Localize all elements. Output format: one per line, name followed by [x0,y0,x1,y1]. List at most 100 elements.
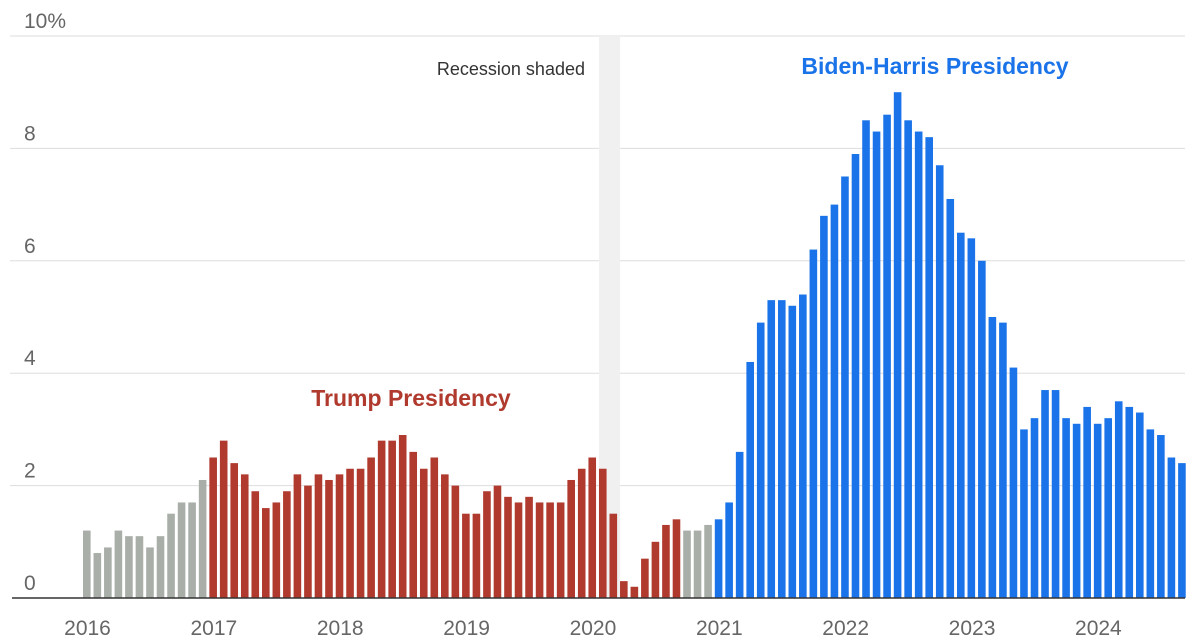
bar [704,524,712,598]
bar [367,457,375,598]
x-tick-label: 2018 [317,617,364,639]
bar [398,435,407,598]
bar [1167,457,1176,598]
bar [556,502,565,598]
bar [1020,429,1028,598]
bar [525,496,533,598]
bar [240,474,249,598]
bar [630,586,639,598]
gridlines [10,35,1185,487]
x-tick-labels: 2016 2017 2018 2019 2020 2021 2022 2023 2024 [64,617,1122,639]
bar [535,502,544,598]
bar [662,524,670,598]
bar [714,519,723,598]
bar [851,154,860,598]
bar [725,502,733,598]
bar [409,451,418,598]
bar [230,463,239,598]
bar [893,92,902,598]
bar [177,502,186,598]
recession-band [599,36,621,598]
bar [377,440,386,598]
bar [567,479,575,598]
bar [788,305,797,598]
bar [1030,418,1039,598]
x-tick-label: 2020 [570,617,617,639]
bar [356,468,365,598]
bar [483,491,491,598]
bar [641,558,649,598]
bar [156,536,165,598]
x-tick-label: 2022 [822,617,869,639]
bar [451,485,460,598]
bar [93,553,102,598]
bar [683,530,691,598]
bar [1051,390,1060,598]
bar [999,322,1007,598]
bar [188,502,196,598]
bar [325,479,333,598]
bar [1041,390,1049,598]
y-tick-labels: 10% 8 6 4 2 0 [24,10,66,595]
x-tick-label: 2024 [1075,617,1122,639]
bar [1146,429,1155,598]
bar [219,440,228,598]
bar [462,513,470,598]
bar [946,198,955,599]
bar [167,513,175,598]
bar [493,485,502,598]
y-tick-label: 4 [24,347,36,370]
bar [577,468,586,598]
bar [967,238,976,598]
bar [767,300,776,598]
bar [1062,418,1070,598]
bar [1093,423,1102,598]
x-tick-label: 2019 [443,617,490,639]
bar [346,468,354,598]
bar [472,513,481,598]
bar [1136,412,1144,598]
recession-note: Recession shaded [437,59,585,79]
bar [388,440,396,598]
bar [598,468,607,598]
bar [841,176,849,598]
bar [209,457,217,598]
bar [651,541,660,598]
bar [830,204,839,598]
bar [820,215,828,598]
bar [588,457,597,598]
bar [546,502,554,598]
bar [314,474,323,598]
bar [251,491,260,598]
bar [135,536,144,598]
x-tick-label: 2017 [191,617,238,639]
bar [272,502,281,598]
bar [777,300,786,598]
bar [1125,406,1134,598]
bar [1009,367,1018,598]
bar [693,530,702,598]
bar [1178,463,1186,598]
bar [1083,406,1091,598]
bar [441,474,449,598]
bar [988,317,997,598]
bars [83,92,1186,599]
bar [756,322,765,598]
bar [935,165,944,598]
y-tick-label: 2 [24,460,36,483]
bar [430,457,439,598]
bar [914,131,923,599]
bar [1104,418,1113,598]
bar [672,519,681,598]
bar [904,120,912,599]
bar [735,451,744,598]
bar [956,232,965,598]
bar [114,530,123,598]
x-tick-label: 2023 [949,617,996,639]
bar [104,547,112,598]
bar [304,485,312,598]
bar [925,137,933,598]
x-tick-label: 2021 [696,617,743,639]
bar [146,547,154,598]
